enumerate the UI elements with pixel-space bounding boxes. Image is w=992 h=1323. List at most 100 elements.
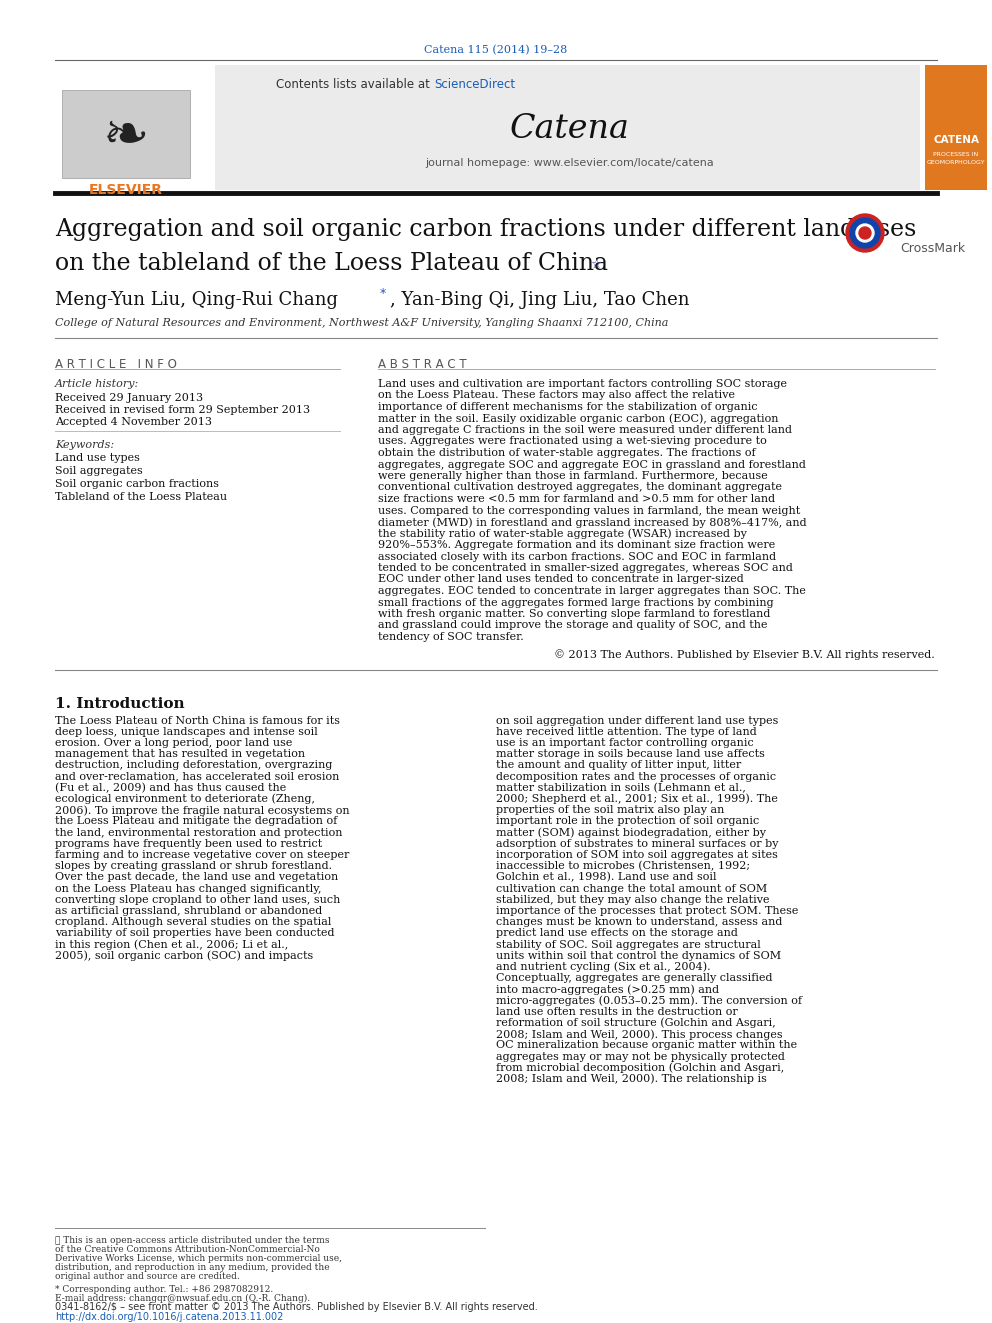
Text: The Loess Plateau of North China is famous for its: The Loess Plateau of North China is famo… <box>55 716 340 725</box>
Bar <box>55 65 215 191</box>
Text: variability of soil properties have been conducted: variability of soil properties have been… <box>55 929 334 938</box>
Text: matter storage in soils because land use affects: matter storage in soils because land use… <box>496 749 765 759</box>
Text: (Fu et al., 2009) and has thus caused the: (Fu et al., 2009) and has thus caused th… <box>55 783 287 792</box>
Text: A B S T R A C T: A B S T R A C T <box>378 359 466 370</box>
Text: small fractions of the aggregates formed large fractions by combining: small fractions of the aggregates formed… <box>378 598 774 607</box>
Circle shape <box>846 214 884 251</box>
Text: Land uses and cultivation are important factors controlling SOC storage: Land uses and cultivation are important … <box>378 378 787 389</box>
Text: have received little attention. The type of land: have received little attention. The type… <box>496 726 757 737</box>
Text: on soil aggregation under different land use types: on soil aggregation under different land… <box>496 716 779 725</box>
Text: aggregates may or may not be physically protected: aggregates may or may not be physically … <box>496 1052 785 1061</box>
Text: units within soil that control the dynamics of SOM: units within soil that control the dynam… <box>496 951 781 960</box>
Circle shape <box>859 228 871 239</box>
Text: 1. Introduction: 1. Introduction <box>55 697 185 712</box>
Text: Catena 115 (2014) 19–28: Catena 115 (2014) 19–28 <box>425 45 567 56</box>
Text: and aggregate C fractions in the soil were measured under different land: and aggregate C fractions in the soil we… <box>378 425 792 435</box>
Text: use is an important factor controlling organic: use is an important factor controlling o… <box>496 738 754 747</box>
Text: important role in the protection of soil organic: important role in the protection of soil… <box>496 816 759 827</box>
Text: matter in the soil. Easily oxidizable organic carbon (EOC), aggregation: matter in the soil. Easily oxidizable or… <box>378 414 779 425</box>
Text: Meng-Yun Liu, Qing-Rui Chang: Meng-Yun Liu, Qing-Rui Chang <box>55 291 344 310</box>
Text: in this region (Chen et al., 2006; Li et al.,: in this region (Chen et al., 2006; Li et… <box>55 939 289 950</box>
Bar <box>215 65 920 191</box>
Text: inaccessible to microbes (Christensen, 1992;: inaccessible to microbes (Christensen, 1… <box>496 861 750 872</box>
Text: CATENA: CATENA <box>933 135 979 146</box>
Text: Golchin et al., 1998). Land use and soil: Golchin et al., 1998). Land use and soil <box>496 872 716 882</box>
Text: Derivative Works License, which permits non-commercial use,: Derivative Works License, which permits … <box>55 1254 342 1263</box>
Text: cropland. Although several studies on the spatial: cropland. Although several studies on th… <box>55 917 331 927</box>
Text: Conceptually, aggregates are generally classified: Conceptually, aggregates are generally c… <box>496 974 773 983</box>
Text: from microbial decomposition (Golchin and Asgari,: from microbial decomposition (Golchin an… <box>496 1062 785 1073</box>
Text: A R T I C L E   I N F O: A R T I C L E I N F O <box>55 359 177 370</box>
Text: ELSEVIER: ELSEVIER <box>89 183 163 197</box>
Text: ☆: ☆ <box>590 258 601 271</box>
Text: converting slope cropland to other land uses, such: converting slope cropland to other land … <box>55 894 340 905</box>
Text: importance of the processes that protect SOM. These: importance of the processes that protect… <box>496 906 799 916</box>
Text: uses. Aggregates were fractionated using a wet-sieving procedure to: uses. Aggregates were fractionated using… <box>378 437 767 446</box>
Text: cultivation can change the total amount of SOM: cultivation can change the total amount … <box>496 884 767 893</box>
Text: slopes by creating grassland or shrub forestland.: slopes by creating grassland or shrub fo… <box>55 861 332 871</box>
Text: http://dx.doi.org/10.1016/j.catena.2013.11.002: http://dx.doi.org/10.1016/j.catena.2013.… <box>55 1312 284 1322</box>
Text: aggregates, aggregate SOC and aggregate EOC in grassland and forestland: aggregates, aggregate SOC and aggregate … <box>378 459 806 470</box>
Text: reformation of soil structure (Golchin and Asgari,: reformation of soil structure (Golchin a… <box>496 1017 776 1028</box>
Text: as artificial grassland, shrubland or abandoned: as artificial grassland, shrubland or ab… <box>55 906 322 916</box>
Text: CrossMark: CrossMark <box>900 242 965 255</box>
Text: ecological environment to deteriorate (Zheng,: ecological environment to deteriorate (Z… <box>55 794 315 804</box>
Text: farming and to increase vegetative cover on steeper: farming and to increase vegetative cover… <box>55 849 349 860</box>
Text: * Corresponding author. Tel.: +86 2987082912.: * Corresponding author. Tel.: +86 298708… <box>55 1285 273 1294</box>
Text: 0341-8162/$ – see front matter © 2013 The Authors. Published by Elsevier B.V. Al: 0341-8162/$ – see front matter © 2013 Th… <box>55 1302 538 1312</box>
Text: Tableland of the Loess Plateau: Tableland of the Loess Plateau <box>55 492 227 501</box>
Text: size fractions were <0.5 mm for farmland and >0.5 mm for other land: size fractions were <0.5 mm for farmland… <box>378 493 775 504</box>
Text: Aggregation and soil organic carbon fractions under different land uses: Aggregation and soil organic carbon frac… <box>55 218 917 241</box>
Text: matter stabilization in soils (Lehmann et al.,: matter stabilization in soils (Lehmann e… <box>496 783 746 792</box>
Text: ScienceDirect: ScienceDirect <box>434 78 515 91</box>
Text: predict land use effects on the storage and: predict land use effects on the storage … <box>496 929 738 938</box>
Text: and nutrient cycling (Six et al., 2004).: and nutrient cycling (Six et al., 2004). <box>496 962 710 972</box>
Text: management that has resulted in vegetation: management that has resulted in vegetati… <box>55 749 306 759</box>
Text: journal homepage: www.elsevier.com/locate/catena: journal homepage: www.elsevier.com/locat… <box>426 157 714 168</box>
Text: were generally higher than those in farmland. Furthermore, because: were generally higher than those in farm… <box>378 471 768 482</box>
Circle shape <box>850 218 880 247</box>
Text: College of Natural Resources and Environment, Northwest A&F University, Yangling: College of Natural Resources and Environ… <box>55 318 669 328</box>
Text: incorporation of SOM into soil aggregates at sites: incorporation of SOM into soil aggregate… <box>496 849 778 860</box>
Text: Catena: Catena <box>510 112 630 146</box>
Text: on the Loess Plateau has changed significantly,: on the Loess Plateau has changed signifi… <box>55 884 321 893</box>
Text: 920%–553%. Aggregate formation and its dominant size fraction were: 920%–553%. Aggregate formation and its d… <box>378 540 776 550</box>
Text: matter (SOM) against biodegradation, either by: matter (SOM) against biodegradation, eit… <box>496 827 766 837</box>
Bar <box>62 90 190 179</box>
Text: *: * <box>380 287 386 300</box>
Text: GEOMORPHOLOGY: GEOMORPHOLOGY <box>927 160 985 164</box>
Text: Soil aggregates: Soil aggregates <box>55 466 143 476</box>
Text: distribution, and reproduction in any medium, provided the: distribution, and reproduction in any me… <box>55 1263 329 1271</box>
Text: changes must be known to understand, assess and: changes must be known to understand, ass… <box>496 917 783 927</box>
Text: Received in revised form 29 September 2013: Received in revised form 29 September 20… <box>55 405 310 415</box>
Text: importance of different mechanisms for the stabilization of organic: importance of different mechanisms for t… <box>378 402 758 411</box>
Text: tended to be concentrated in smaller-sized aggregates, whereas SOC and: tended to be concentrated in smaller-siz… <box>378 564 793 573</box>
Text: diameter (MWD) in forestland and grassland increased by 808%–417%, and: diameter (MWD) in forestland and grassla… <box>378 517 806 528</box>
Text: land use often results in the destruction or: land use often results in the destructio… <box>496 1007 738 1016</box>
Text: properties of the soil matrix also play an: properties of the soil matrix also play … <box>496 806 724 815</box>
Text: into macro-aggregates (>0.25 mm) and: into macro-aggregates (>0.25 mm) and <box>496 984 719 995</box>
Text: 2005), soil organic carbon (SOC) and impacts: 2005), soil organic carbon (SOC) and imp… <box>55 951 313 962</box>
Text: Contents lists available at: Contents lists available at <box>277 78 434 91</box>
Text: destruction, including deforestation, overgrazing: destruction, including deforestation, ov… <box>55 761 332 770</box>
Text: EOC under other land uses tended to concentrate in larger-sized: EOC under other land uses tended to conc… <box>378 574 744 585</box>
Bar <box>925 65 987 191</box>
Text: Keywords:: Keywords: <box>55 441 114 450</box>
Text: with fresh organic matter. So converting slope farmland to forestland: with fresh organic matter. So converting… <box>378 609 771 619</box>
Text: and over-reclamation, has accelerated soil erosion: and over-reclamation, has accelerated so… <box>55 771 339 782</box>
Text: associated closely with its carbon fractions. SOC and EOC in farmland: associated closely with its carbon fract… <box>378 552 776 561</box>
Text: the stability ratio of water-stable aggregate (WSAR) increased by: the stability ratio of water-stable aggr… <box>378 528 747 538</box>
Text: tendency of SOC transfer.: tendency of SOC transfer. <box>378 632 524 642</box>
Text: E-mail address: changqr@nwsuaf.edu.cn (Q.-R. Chang).: E-mail address: changqr@nwsuaf.edu.cn (Q… <box>55 1294 310 1303</box>
Text: Soil organic carbon fractions: Soil organic carbon fractions <box>55 479 219 490</box>
Circle shape <box>856 224 874 242</box>
Text: OC mineralization because organic matter within the: OC mineralization because organic matter… <box>496 1040 798 1050</box>
Text: adsorption of substrates to mineral surfaces or by: adsorption of substrates to mineral surf… <box>496 839 779 848</box>
Text: the land, environmental restoration and protection: the land, environmental restoration and … <box>55 827 342 837</box>
Text: Over the past decade, the land use and vegetation: Over the past decade, the land use and v… <box>55 872 338 882</box>
Text: and grassland could improve the storage and quality of SOC, and the: and grassland could improve the storage … <box>378 620 768 631</box>
Text: 2000; Shepherd et al., 2001; Six et al., 1999). The: 2000; Shepherd et al., 2001; Six et al.,… <box>496 794 778 804</box>
Text: on the Loess Plateau. These factors may also affect the relative: on the Loess Plateau. These factors may … <box>378 390 735 401</box>
Text: ☆ This is an open-access article distributed under the terms: ☆ This is an open-access article distrib… <box>55 1236 329 1245</box>
Text: PROCESSES IN: PROCESSES IN <box>933 152 979 157</box>
